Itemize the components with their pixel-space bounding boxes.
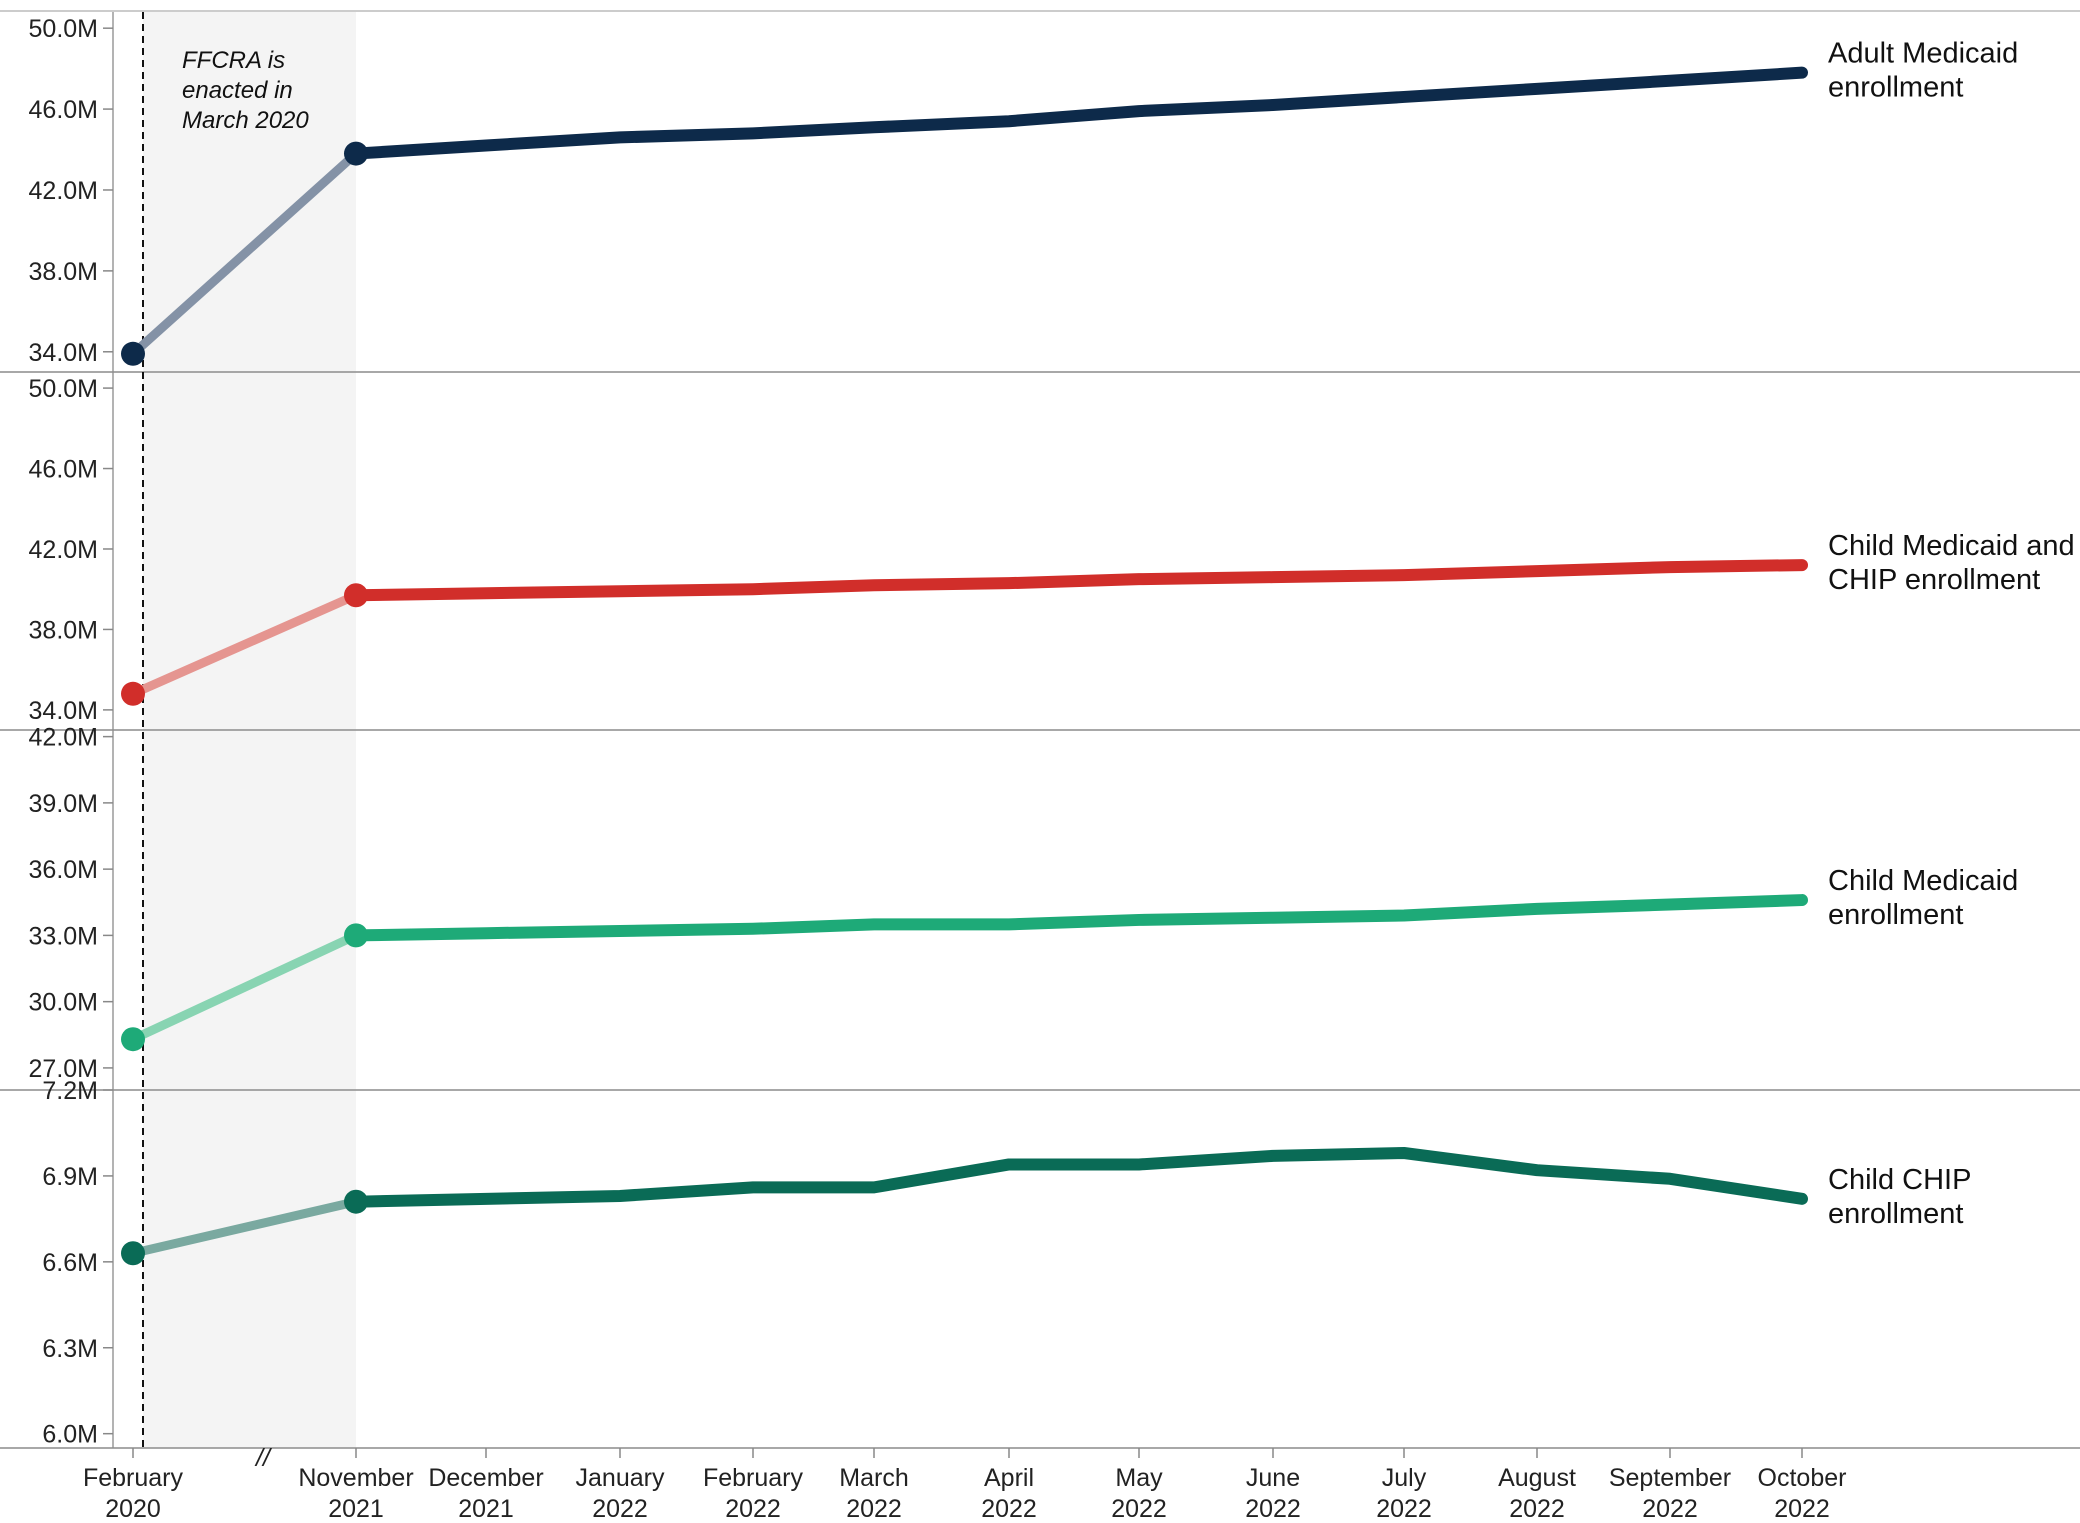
x-tick-label-year: 2022 — [846, 1495, 902, 1523]
y-tick-label: 38.0M — [29, 616, 98, 644]
y-tick-label: 38.0M — [29, 258, 98, 286]
ffcra-annotation-line-2: enacted in — [182, 77, 293, 104]
y-tick-label: 6.6M — [42, 1249, 98, 1277]
y-tick-label: 50.0M — [29, 15, 98, 43]
x-tick-label-year: 2022 — [1509, 1495, 1565, 1523]
series-4-line — [350, 1147, 1808, 1208]
y-tick-label: 34.0M — [29, 697, 98, 725]
x-tick-label-month: February — [703, 1464, 804, 1492]
y-tick-label: 46.0M — [29, 96, 98, 124]
y-tick-label: 50.0M — [29, 375, 98, 403]
y-tick-label: 27.0M — [29, 1055, 98, 1083]
x-tick-label-year: 2022 — [725, 1495, 781, 1523]
y-tick-label: 33.0M — [29, 922, 98, 950]
y-tick-label: 42.0M — [29, 177, 98, 205]
series-4-point-november-2021 — [344, 1189, 368, 1214]
series-1-point-november-2021 — [344, 141, 368, 166]
series-3-point-november-2021 — [344, 923, 368, 948]
x-tick-label-year: 2022 — [1111, 1495, 1167, 1523]
series-3-pre-period-line — [128, 930, 361, 1044]
x-tick-label-year: 2021 — [458, 1495, 514, 1523]
x-tick-label-year: 2022 — [1774, 1495, 1830, 1523]
series-2-line — [350, 559, 1808, 602]
x-tick-label-month: December — [428, 1464, 543, 1492]
x-tick-label-month: September — [1609, 1464, 1731, 1492]
series-3-point-start — [121, 1027, 145, 1052]
series-1-label: Adult Medicaid — [1828, 38, 2018, 70]
series-4-point-start — [121, 1241, 145, 1266]
x-tick-label-year: 2022 — [1376, 1495, 1432, 1523]
series-4-pre-period-line — [128, 1197, 361, 1258]
y-tick-label: 42.0M — [29, 536, 98, 564]
series-1-pre-period-line — [128, 149, 361, 359]
ffcra-annotation-line-1: FFCRA is — [182, 47, 285, 74]
series-1-point-start — [121, 341, 145, 366]
series-3-label: enrollment — [1828, 899, 1963, 931]
series-3-label: Child Medicaid — [1828, 865, 2018, 897]
x-tick-label-year: 2022 — [981, 1495, 1037, 1523]
y-tick-label: 34.0M — [29, 339, 98, 367]
x-tick-label-month: November — [298, 1464, 413, 1492]
series-2-label: Child Medicaid and — [1828, 530, 2075, 562]
series-2-point-start — [121, 681, 145, 706]
x-tick-label-year: 2022 — [1245, 1495, 1301, 1523]
x-tick-label-month: April — [984, 1464, 1034, 1492]
x-tick-label-month: January — [576, 1464, 665, 1492]
series-1-label: enrollment — [1828, 72, 1963, 104]
x-tick-label-month: August — [1498, 1464, 1576, 1492]
x-tick-label-year: 2022 — [1642, 1495, 1698, 1523]
ffcra-annotation-line-3: March 2020 — [182, 107, 309, 134]
y-tick-label: 7.2M — [42, 1077, 98, 1105]
y-tick-label: 6.0M — [42, 1421, 98, 1449]
y-tick-label: 46.0M — [29, 456, 98, 484]
y-tick-label: 39.0M — [29, 790, 98, 818]
series-4-label: enrollment — [1828, 1198, 1963, 1230]
series-4-label: Child CHIP — [1828, 1164, 1971, 1196]
series-2-pre-period-line — [128, 590, 361, 699]
axis-break-marker: // — [254, 1444, 273, 1472]
y-tick-label: 6.3M — [42, 1335, 98, 1363]
x-tick-label-month: March — [839, 1464, 908, 1492]
x-tick-label-month: October — [1758, 1464, 1847, 1492]
series-1-line — [350, 66, 1808, 160]
x-tick-label-month: July — [1382, 1464, 1427, 1492]
x-tick-label-month: May — [1115, 1464, 1163, 1492]
series-2-point-november-2021 — [344, 583, 368, 608]
y-tick-label: 30.0M — [29, 989, 98, 1017]
series-2-label: CHIP enrollment — [1828, 564, 2040, 596]
x-tick-label-year: 2021 — [328, 1495, 384, 1523]
series-3-line — [350, 894, 1808, 942]
x-tick-label-year: 2022 — [592, 1495, 648, 1523]
y-tick-label: 36.0M — [29, 856, 98, 884]
x-tick-label-month: June — [1246, 1464, 1300, 1492]
x-tick-label-year: 2020 — [105, 1495, 161, 1523]
x-tick-label-month: February — [83, 1464, 184, 1492]
y-tick-label: 42.0M — [29, 724, 98, 752]
y-tick-label: 6.9M — [42, 1163, 98, 1191]
